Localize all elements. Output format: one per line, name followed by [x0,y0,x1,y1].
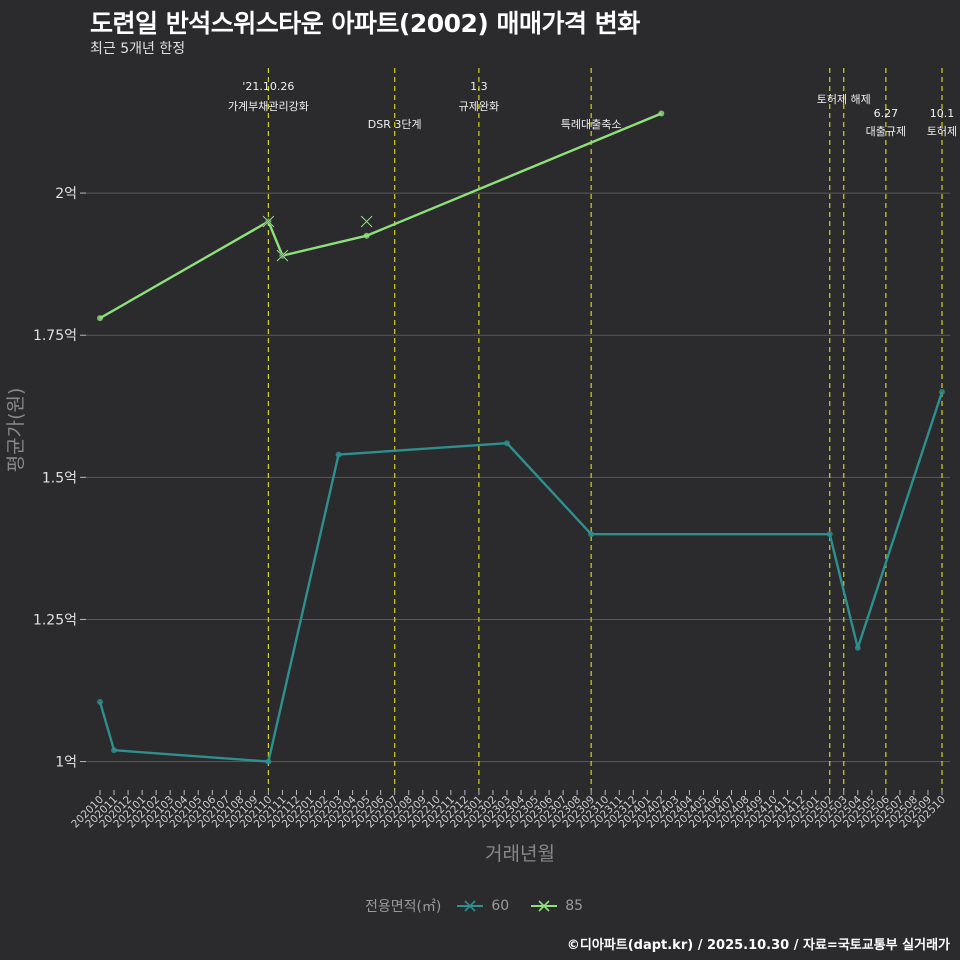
data-point-60 [826,531,833,538]
x-axis-title: 거래년월 [485,843,555,865]
data-point-60 [265,758,272,765]
chart-title: 도련일 반석스위스타운 아파트(2002) 매매가격 변화 [90,9,640,38]
x-axis-ticks: 2020102020112020122021012021022021032021… [69,790,948,830]
data-point-60 [503,440,510,447]
legend-key-60-icon [457,900,484,912]
source-caption: ©디아파트(dapt.kr) / 2025.10.30 / 자료=국토교통부 실… [566,938,950,953]
data-point-60 [939,389,945,396]
cross-marker [276,249,289,262]
event-label: 대출규제 [866,125,906,138]
legend-item-85[interactable]: 85 [531,898,583,914]
event-label: 특례대출축소 [561,118,622,131]
data-point-85 [658,110,665,117]
y-tick-label: 1.5억 [42,470,77,486]
legend-item-60[interactable]: 60 [457,898,509,914]
event-date: 10.1 [930,107,955,120]
event-label: DSR 3단계 [368,118,422,131]
event-label: 토허제 해제 [817,92,871,106]
y-tick-label: 1.25억 [33,612,77,628]
event-label: 가계부채관리강화 [228,100,309,113]
series-lines [97,110,945,765]
event-date: '21.10.26 [242,80,294,93]
cross-marker [262,215,275,228]
y-tick-label: 2억 [55,186,77,202]
data-point-60 [854,644,861,651]
event-date: 1.3 [470,80,488,93]
legend: 전용면적(㎡) 60 85 [0,896,960,916]
y-axis-title: 평균가(원) [5,388,27,473]
data-point-85 [97,315,103,322]
grid-lines [86,192,950,763]
data-point-85 [363,232,370,239]
event-label: 규제완화 [459,100,499,113]
legend-label-60: 60 [491,898,510,914]
series-line-85 [99,112,662,320]
data-point-60 [97,698,103,705]
data-point-60 [588,531,595,538]
data-point-60 [111,747,118,754]
legend-label-85: 85 [565,898,584,914]
y-axis-ticks: 1억 1.25억 1.5억 1.75억 2억 [33,186,86,771]
legend-key-85-icon [531,900,558,912]
cross-marker [360,215,373,228]
y-tick-label: 1.75억 [33,328,77,344]
data-point-60 [335,451,342,458]
event-label: 토허제 [927,125,957,138]
event-date: 6.27 [874,107,899,120]
y-tick-label: 1억 [55,755,77,771]
legend-title: 전용면적(㎡) [364,899,442,915]
chart-subtitle: 최근 5개년 한정 [90,41,186,57]
series-line-60 [98,391,944,763]
